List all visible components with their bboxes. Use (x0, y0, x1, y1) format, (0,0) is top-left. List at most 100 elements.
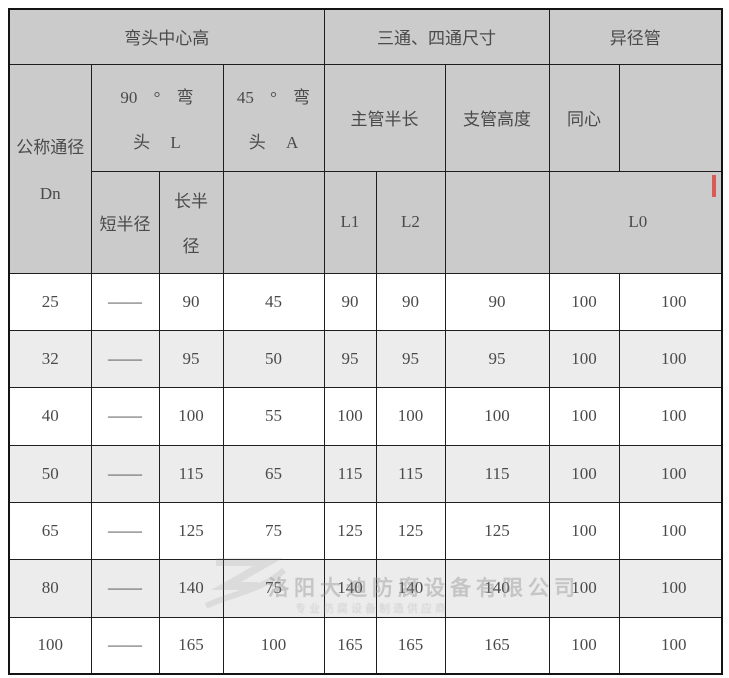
cell: 100 (548, 501, 620, 560)
cell: 100 (618, 444, 723, 503)
cell: 125 (375, 501, 446, 560)
header-short-radius: 短半径 (90, 170, 160, 274)
cell: 100 (618, 386, 723, 446)
elbow-45-line1: 45 ° 弯 (236, 87, 311, 107)
cell: 100 (618, 616, 723, 675)
long-radius-line1: 长半 (174, 192, 208, 211)
cell: 65 (222, 444, 325, 503)
text-cursor (712, 174, 717, 197)
cell: 125 (158, 501, 224, 560)
cell: 55 (222, 386, 325, 446)
cell: 100 (548, 444, 620, 503)
header-branch-height: 支管高度 (444, 63, 550, 172)
dn-symbol: Dn (39, 184, 61, 203)
header-l1: L1 (323, 170, 377, 274)
table-row-dn65: 65 —— 125 75 125 125 125 100 100 (8, 501, 723, 560)
nominal-diameter-label: 公称通径 (16, 138, 85, 157)
cell: —— (90, 329, 160, 388)
header-l0: L0 (548, 170, 723, 274)
cell: 100 (548, 558, 620, 618)
cell: 165 (444, 616, 550, 675)
cell: 45 (222, 272, 325, 331)
cell: —— (90, 444, 160, 503)
table-row-dn50: 50 —— 115 65 115 115 115 100 100 (8, 444, 723, 503)
header-elbow-90: 90 ° 弯 头 L (90, 63, 224, 172)
cell: 100 (375, 386, 446, 446)
header-long-radius: 长半 径 (158, 170, 224, 274)
header-group-row: 弯头中心高 三通、四通尺寸 异径管 (8, 8, 723, 65)
header-concentric: 同心 (548, 63, 620, 172)
cell: 80 (8, 558, 92, 618)
cell: —— (90, 386, 160, 446)
cell: 100 (548, 329, 620, 388)
pipe-fitting-dimension-table: 弯头中心高 三通、四通尺寸 异径管 公称通径 Dn 90 ° 弯 头 L 45 … (8, 8, 724, 675)
elbow-90-line1: 90 ° 弯 (120, 87, 194, 107)
cell: 90 (158, 272, 224, 331)
header-elbow-center-height: 弯头中心高 (8, 8, 325, 65)
table-row-dn32: 32 —— 95 50 95 95 95 100 100 (8, 329, 723, 388)
cell: —— (90, 616, 160, 675)
header-elbow-45-empty (222, 170, 325, 274)
table-row-dn100: 100 —— 165 100 165 165 165 100 100 (8, 616, 723, 675)
cell: 95 (158, 329, 224, 388)
table-row-dn25: 25 —— 90 45 90 90 90 100 100 (8, 272, 723, 331)
cell: 95 (444, 329, 550, 388)
cell: 100 (548, 616, 620, 675)
cell: 65 (8, 501, 92, 560)
table-row-dn80: 80 —— 140 75 140 140 140 100 100 (8, 558, 723, 618)
long-radius-line2: 径 (182, 237, 200, 256)
header-elbow-45: 45 ° 弯 头 A (222, 63, 325, 172)
cell: 90 (375, 272, 446, 331)
cell: —— (90, 501, 160, 560)
cell: 75 (222, 558, 325, 618)
header-sub-row-2: 短半径 长半 径 L1 L2 L0 (9, 170, 723, 274)
cell: 115 (158, 444, 224, 503)
cell: 115 (323, 444, 377, 503)
cell: 100 (618, 558, 723, 618)
cell: 165 (323, 616, 377, 675)
cell: 100 (618, 501, 723, 560)
table-row-dn40: 40 —— 100 55 100 100 100 100 100 (8, 386, 723, 446)
cell: 100 (444, 386, 550, 446)
elbow-90-line2: 头 L (133, 132, 181, 152)
cell: 100 (548, 386, 620, 446)
header-reducer-empty (618, 63, 723, 172)
header-l2: L2 (375, 170, 446, 274)
cell: 100 (8, 616, 92, 675)
cell: 140 (375, 558, 446, 618)
cell: 140 (323, 558, 377, 618)
cell: —— (90, 272, 160, 331)
cell: 100 (323, 386, 377, 446)
cell: 95 (375, 329, 446, 388)
cell: 165 (375, 616, 446, 675)
cell: 125 (444, 501, 550, 560)
header-tee-cross-size: 三通、四通尺寸 (323, 8, 550, 65)
cell: 125 (323, 501, 377, 560)
cell: 90 (323, 272, 377, 331)
header-main-half-length: 主管半长 (323, 63, 446, 172)
cell: 140 (444, 558, 550, 618)
cell: 50 (8, 444, 92, 503)
header-sub-row-1: 公称通径 Dn 90 ° 弯 头 L 45 ° 弯 头 A 主管半长 支管高度 … (8, 63, 723, 274)
l0-label: L0 (628, 212, 648, 231)
cell: 100 (618, 272, 723, 331)
cell: 75 (222, 501, 325, 560)
header-nominal-diameter: 公称通径 Dn (8, 63, 92, 274)
cell: 100 (618, 329, 723, 388)
cell: 115 (375, 444, 446, 503)
cell: 90 (444, 272, 550, 331)
elbow-45-line2: 头 A (248, 132, 299, 152)
header-reducer: 异径管 (548, 8, 723, 65)
cell: 100 (548, 272, 620, 331)
cell: 95 (323, 329, 377, 388)
cell: 100 (222, 616, 325, 675)
cell: 115 (444, 444, 550, 503)
cell: 140 (158, 558, 224, 618)
header-branch-empty (444, 170, 550, 274)
cell: —— (90, 558, 160, 618)
cell: 165 (158, 616, 224, 675)
cell: 50 (222, 329, 325, 388)
cell: 32 (8, 329, 92, 388)
cell: 25 (8, 272, 92, 331)
